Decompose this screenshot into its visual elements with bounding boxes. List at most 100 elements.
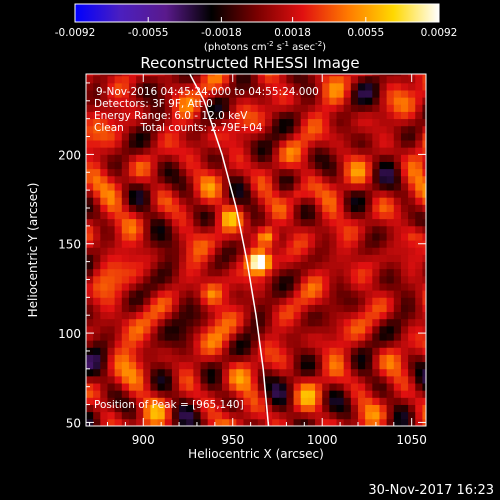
heatmap-cell [336, 161, 345, 170]
heatmap-cell [150, 297, 158, 305]
heatmap-cell [336, 268, 345, 277]
heatmap-cell [279, 82, 287, 91]
heatmap-cell [143, 404, 151, 413]
heatmap-cell [300, 311, 309, 320]
heatmap-cell [207, 97, 216, 105]
heatmap-cell [222, 397, 230, 405]
heatmap-cell [164, 104, 173, 112]
heatmap-cell [200, 204, 209, 212]
heatmap-cell [222, 275, 230, 284]
heatmap-cell [379, 411, 388, 420]
heatmap-cell [286, 354, 294, 363]
heatmap-cell [207, 154, 216, 162]
heatmap-cell [393, 97, 402, 105]
heatmap-cell [336, 383, 345, 391]
heatmap-cell [100, 168, 108, 177]
heatmap-cell [114, 75, 123, 84]
heatmap-cell [150, 290, 158, 298]
heatmap-cell [157, 154, 166, 162]
heatmap-cell [114, 154, 123, 162]
heatmap-cell [264, 397, 273, 405]
heatmap-cell [365, 418, 373, 426]
heatmap-cell [222, 390, 230, 398]
heatmap-cell [422, 154, 426, 162]
heatmap-cell [272, 361, 280, 370]
heatmap-cell [193, 254, 201, 263]
heatmap-cell [222, 383, 230, 391]
heatmap-cell [171, 75, 180, 84]
heatmap-cell [336, 368, 345, 377]
heatmap-cell [386, 74, 395, 77]
heatmap-cell [207, 140, 216, 148]
heatmap-cell [386, 383, 395, 391]
heatmap-cell [136, 404, 144, 413]
heatmap-cell [179, 268, 187, 277]
heatmap-cell [250, 147, 259, 155]
heatmap-cell [293, 225, 302, 234]
heatmap-cell [150, 304, 158, 313]
heatmap-cell [343, 218, 352, 227]
heatmap-cell [107, 368, 116, 377]
heatmap-cell [293, 383, 302, 391]
heatmap-cell [93, 311, 101, 320]
heatmap-cell [186, 147, 194, 155]
heatmap-cell [114, 225, 123, 234]
heatmap-cell [315, 325, 323, 334]
heatmap-cell [243, 411, 252, 420]
heatmap-cell [136, 397, 144, 405]
heatmap-cell [343, 204, 352, 212]
heatmap-cell [114, 325, 123, 334]
heatmap-cell [315, 361, 323, 370]
heatmap-cell [422, 104, 426, 112]
heatmap-cell [100, 390, 108, 398]
heatmap-cell [222, 375, 230, 384]
heatmap-cell [400, 82, 409, 91]
heatmap-cell [121, 375, 130, 384]
heatmap-cell [400, 268, 409, 277]
heatmap-cell [164, 175, 173, 184]
heatmap-cell [200, 261, 209, 270]
heatmap-cell [408, 197, 416, 205]
heatmap-cell [250, 311, 259, 320]
heatmap-cell [415, 111, 423, 120]
heatmap-cell [257, 111, 266, 120]
heatmap-cell [186, 254, 194, 263]
heatmap-cell [343, 283, 352, 291]
heatmap-cell [393, 132, 402, 141]
heatmap-cell [336, 311, 345, 320]
heatmap-cell [365, 390, 373, 398]
colorbar-unit-label: (photons cm-2 s-1 asec-2) [204, 40, 326, 53]
heatmap-cell [307, 90, 316, 98]
heatmap-cell [307, 290, 316, 298]
heatmap-cell [336, 404, 345, 413]
heatmap-cell [329, 111, 337, 120]
heatmap-cell [250, 175, 259, 184]
heatmap-cell [322, 261, 330, 270]
heatmap-cell [264, 318, 273, 327]
heatmap-cell [293, 375, 302, 384]
heatmap-cell [415, 82, 423, 91]
heatmap-cell [408, 161, 416, 170]
heatmap-cell [350, 268, 359, 277]
heatmap-cell [193, 161, 201, 170]
heatmap-cell [279, 340, 287, 348]
heatmap-cell [214, 368, 223, 377]
heatmap-cell [164, 204, 173, 212]
heatmap-cell [186, 304, 194, 313]
heatmap-cell [157, 118, 166, 127]
heatmap-cell [272, 190, 280, 198]
heatmap-cell [415, 175, 423, 184]
heatmap-cell [114, 347, 123, 355]
heatmap-cell [121, 90, 130, 98]
heatmap-cell [207, 354, 216, 363]
heatmap-cell [86, 154, 94, 162]
heatmap-cell [121, 111, 130, 120]
heatmap-cell [214, 75, 223, 84]
heatmap-cell [286, 218, 294, 227]
heatmap-cell [300, 233, 309, 241]
heatmap-cell [250, 111, 259, 120]
heatmap-cell [329, 132, 337, 141]
heatmap-cell [93, 397, 101, 405]
heatmap-cell [128, 283, 137, 291]
heatmap-cell [207, 111, 216, 120]
